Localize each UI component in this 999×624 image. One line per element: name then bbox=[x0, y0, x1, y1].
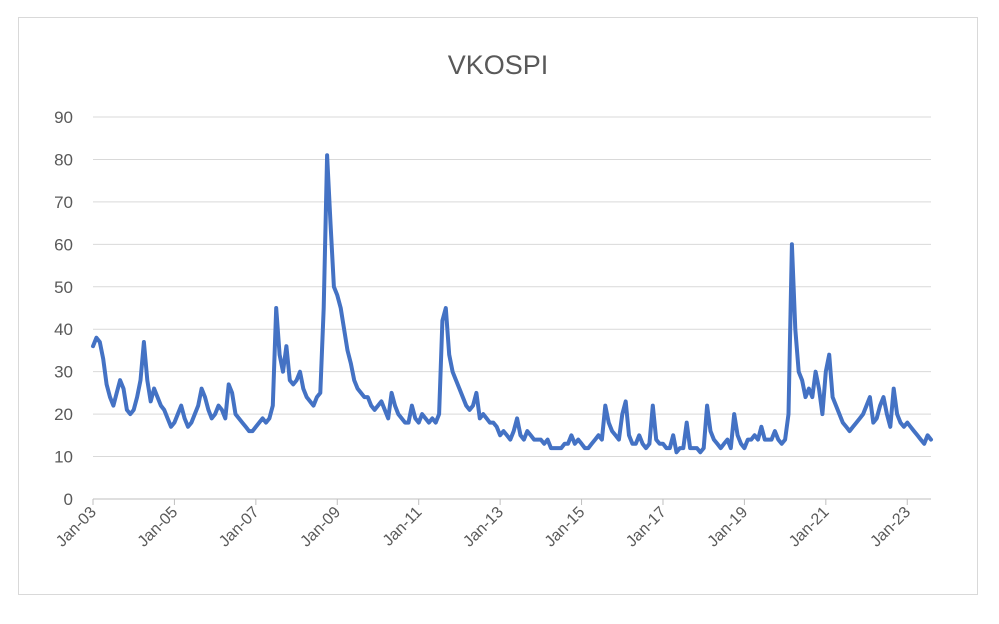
x-tick-label: Jan-23 bbox=[867, 504, 914, 551]
x-tick-label: Jan-17 bbox=[623, 504, 670, 551]
y-axis-ticks: 0 10 20 30 40 50 60 70 80 90 bbox=[54, 108, 73, 509]
x-tick-label: Jan-19 bbox=[705, 504, 752, 551]
y-tick-label: 0 bbox=[64, 490, 73, 509]
y-tick-label: 60 bbox=[54, 235, 73, 254]
y-tick-label: 10 bbox=[54, 448, 73, 467]
y-tick-label: 40 bbox=[54, 320, 73, 339]
y-tick-label: 80 bbox=[54, 150, 73, 169]
y-tick-label: 90 bbox=[54, 108, 73, 127]
x-tick-label: Jan-13 bbox=[460, 504, 507, 551]
y-tick-label: 50 bbox=[54, 278, 73, 297]
x-tick-label: Jan-15 bbox=[542, 504, 589, 551]
y-tick-label: 20 bbox=[54, 405, 73, 424]
gridlines bbox=[93, 116, 931, 500]
chart-title: VKOSPI bbox=[448, 50, 549, 80]
series-layer bbox=[91, 153, 933, 455]
chart-frame: VKOSPI 0 10 20 30 40 50 60 70 80 90 Jan-03 Jan-05 J… bbox=[18, 17, 978, 595]
y-tick-label: 30 bbox=[54, 363, 73, 382]
x-tick-label: Jan-05 bbox=[135, 504, 182, 551]
series-line-vkospi bbox=[91, 153, 933, 455]
x-tick-label: Jan-11 bbox=[380, 504, 426, 550]
x-tick-label: Jan-03 bbox=[53, 504, 100, 551]
x-tick-label: Jan-09 bbox=[297, 504, 344, 551]
x-tick-label: Jan-07 bbox=[216, 504, 263, 551]
y-tick-label: 70 bbox=[54, 193, 73, 212]
x-axis-ticks: Jan-03 Jan-05 Jan-07 Jan-09 Jan-11 Jan-13 Jan-… bbox=[53, 499, 914, 550]
x-tick-label: Jan-21 bbox=[786, 504, 833, 551]
